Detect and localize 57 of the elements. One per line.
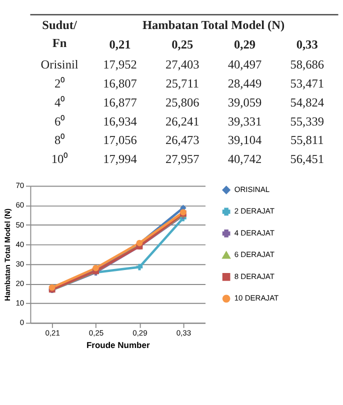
text: 53,471: [290, 76, 324, 90]
y-tick-label: 60: [16, 200, 24, 210]
legend-label: 8 DERAJAT: [234, 272, 275, 281]
text: 28,449: [228, 76, 262, 90]
x-tick-label: 0,25: [88, 328, 104, 338]
legend-label: ORISINAL: [234, 184, 270, 194]
x-tick-label: 0,29: [132, 328, 148, 338]
text: 56,451: [290, 152, 324, 166]
category-label: 0,25: [172, 38, 194, 52]
text: Fn: [52, 36, 67, 50]
y-tick-label: 50: [16, 220, 24, 230]
text: Hambatan Total Model (N): [142, 18, 285, 32]
text: 40,742: [228, 152, 262, 166]
text: 16,934: [103, 114, 137, 128]
text: 8⁰: [54, 133, 66, 148]
legend-label: 2 DERAJAT: [234, 206, 275, 216]
text: 16,807: [103, 76, 137, 90]
text: 55,811: [290, 133, 324, 148]
text: Sudut/: [42, 18, 78, 32]
y-tick-label: 20: [16, 278, 24, 288]
text: 27,403: [166, 58, 200, 72]
text: Orisinil: [40, 58, 79, 72]
text: 16,877: [103, 95, 137, 110]
text: 54,824: [290, 95, 324, 110]
text: 4⁰: [54, 95, 66, 110]
category-label: 0,21: [109, 38, 131, 52]
text: 39,059: [228, 95, 262, 110]
y-tick-label: 0: [20, 318, 24, 328]
y-tick-label: 70: [16, 181, 24, 190]
text: 25,806: [166, 95, 200, 110]
y-axis-title: Hambatan Total Model (N): [3, 208, 12, 301]
legend-label: 6 DERAJAT: [234, 250, 275, 260]
legend-label: 10 DERAJAT: [234, 294, 280, 303]
x-tick-label: 0,21: [45, 328, 60, 338]
text: 55,339: [290, 114, 324, 128]
text: 10⁰: [51, 152, 69, 166]
text: 25,711: [166, 76, 200, 90]
x-axis-title: Froude Number: [86, 340, 150, 350]
text: 2⁰: [54, 76, 66, 90]
y-tick-label: 40: [16, 240, 24, 249]
y-tick-label: 10: [16, 298, 24, 308]
legend-label: 4 DERAJAT: [234, 228, 275, 238]
text: 26,473: [166, 133, 200, 148]
y-tick-label: 30: [16, 259, 24, 268]
x-tick-label: 0,33: [176, 328, 192, 338]
text: 27,957: [166, 152, 200, 166]
text: 39,331: [228, 114, 262, 128]
text: 40,497: [228, 58, 262, 72]
text: 17,056: [103, 133, 137, 148]
text: 26,241: [166, 114, 200, 128]
text: 17,994: [103, 152, 137, 166]
category-label: 0,29: [234, 38, 256, 52]
text: 39,104: [228, 133, 262, 148]
text: 6⁰: [54, 114, 66, 128]
text: 58,686: [290, 58, 324, 72]
category-label: 0,33: [296, 38, 318, 52]
text: 17,952: [103, 58, 137, 72]
